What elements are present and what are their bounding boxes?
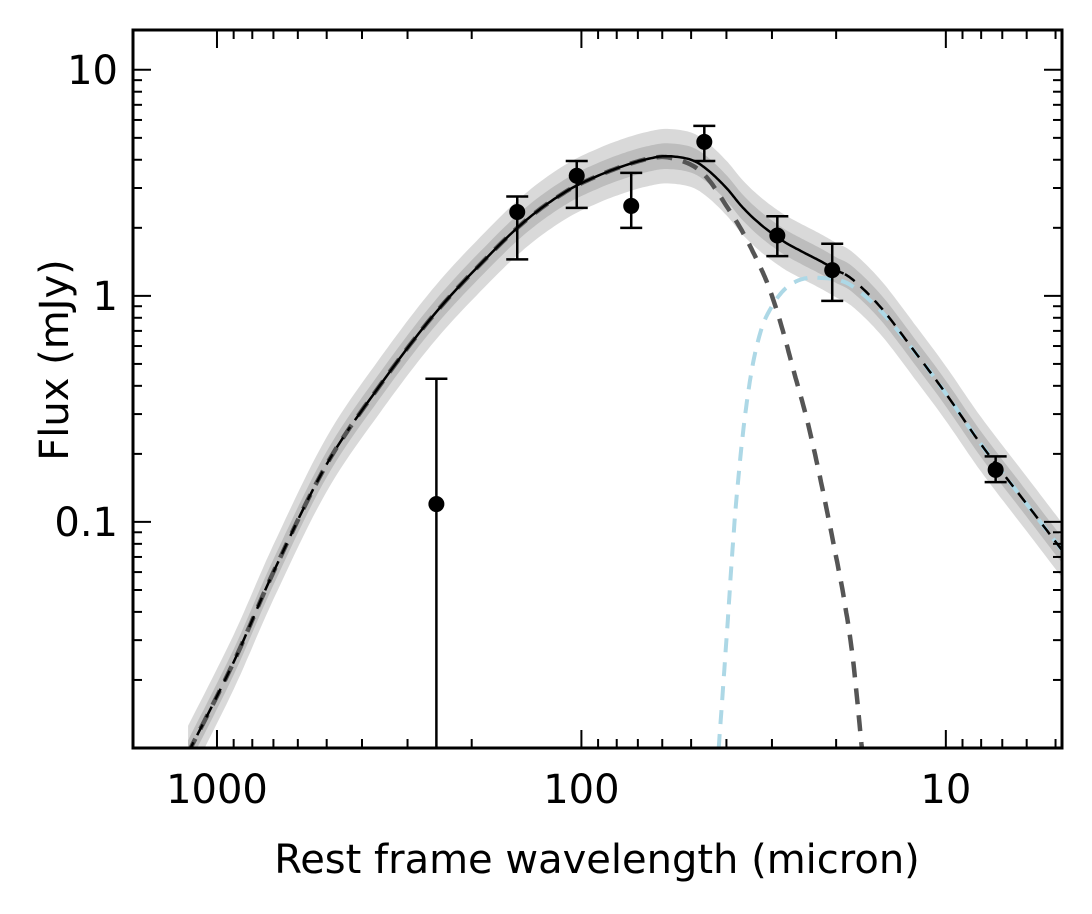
data-marker <box>568 167 585 184</box>
model-lines <box>188 154 1062 748</box>
observation-point-4 <box>620 171 643 230</box>
observation-point-1 <box>425 377 448 748</box>
data-marker <box>623 197 640 214</box>
y-tick-label: 10 <box>67 48 118 94</box>
data-marker <box>428 496 445 513</box>
y-tick-label: 0.1 <box>54 500 118 546</box>
total-model-line-right <box>844 273 1062 551</box>
data-marker <box>824 262 841 279</box>
observation-point-3 <box>565 159 588 210</box>
total-model-line <box>353 154 845 421</box>
y-axis-ticks: 10 1 0.1 <box>54 48 1062 749</box>
y-axis-title: Flux (mJy) <box>32 259 78 461</box>
data-marker <box>769 227 786 244</box>
warm-dust-line <box>716 275 1062 748</box>
data-marker <box>987 461 1004 478</box>
x-axis-ticks: 1000 100 10 <box>166 30 1057 813</box>
observation-point-8 <box>984 455 1007 484</box>
data-marker <box>696 133 713 150</box>
x-tick-label: 1000 <box>166 767 268 813</box>
x-tick-label: 10 <box>920 767 971 813</box>
cold-dust-line <box>188 154 865 748</box>
x-axis-title: Rest frame wavelength (micron) <box>274 837 920 883</box>
total-model-line-left <box>189 426 352 748</box>
data-marker <box>509 203 526 220</box>
observation-point-5 <box>693 124 716 163</box>
x-tick-label: 100 <box>543 767 619 813</box>
y-tick-label: 1 <box>93 274 118 320</box>
observation-point-6 <box>766 215 789 258</box>
observations <box>425 124 1007 748</box>
observation-point-7 <box>821 242 844 303</box>
observation-point-2 <box>506 195 529 261</box>
